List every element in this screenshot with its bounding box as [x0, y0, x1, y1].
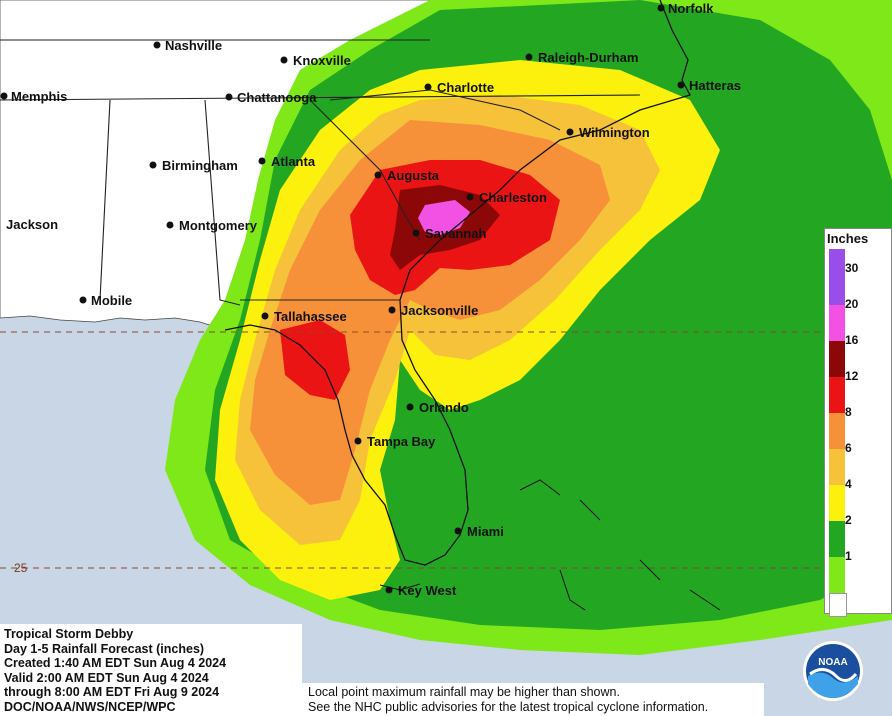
- legend-value-16: 16: [845, 333, 859, 347]
- legend-value-2: 2: [845, 513, 852, 527]
- legend-value-6: 6: [845, 441, 852, 455]
- city-dot-atlanta: [258, 157, 266, 165]
- info-valid: Valid 2:00 AM EDT Sun Aug 4 2024: [4, 670, 209, 685]
- city-label-mobile: Mobile: [91, 293, 132, 308]
- city-label-nashville: Nashville: [165, 38, 222, 53]
- note-box: Local point maximum rainfall may be high…: [302, 683, 764, 716]
- note-line-1: Local point maximum rainfall may be high…: [308, 685, 620, 699]
- city-dot-chattanooga: [225, 93, 233, 101]
- city-dot-orlando: [406, 403, 414, 411]
- city-label-chattanooga: Chattanooga: [237, 90, 317, 105]
- city-dot-hatteras: [677, 81, 685, 89]
- city-label-atlanta: Atlanta: [271, 154, 316, 169]
- noaa-logo-text: NOAA: [818, 657, 847, 668]
- city-dot-wilmington: [566, 128, 574, 136]
- legend-swatch-6: [829, 449, 845, 485]
- legend-swatch-1: [829, 557, 845, 593]
- city-label-knoxville: Knoxville: [293, 53, 351, 68]
- legend-swatch-4: [829, 485, 845, 521]
- city-label-orlando: Orlando: [419, 400, 469, 415]
- city-label-hatteras: Hatteras: [689, 78, 741, 93]
- info-created: Created 1:40 AM EDT Sun Aug 4 2024: [4, 656, 227, 670]
- city-dot-memphis: [0, 92, 8, 100]
- info-product: Day 1-5 Rainfall Forecast (inches): [4, 641, 205, 656]
- city-dot-birmingham: [149, 161, 157, 169]
- legend-swatch-16: [829, 341, 845, 377]
- city-dot-tampa: [354, 437, 362, 445]
- city-dot-montgomery: [166, 221, 174, 229]
- legend-swatch-8: [829, 413, 845, 449]
- city-label-memphis: Memphis: [11, 89, 67, 104]
- legend-title: Inches: [827, 231, 869, 246]
- coastline: [224, 0, 691, 566]
- city-label-tallahassee: Tallahassee: [274, 309, 347, 324]
- info-storm-name: Tropical Storm Debby: [4, 627, 134, 641]
- city-label-birmingham: Birmingham: [162, 158, 238, 173]
- latitude-label: 25: [14, 561, 28, 575]
- legend: Inches 30 20 16 12 8 6 4 2 1: [824, 228, 892, 617]
- city-dot-norfolk: [657, 4, 665, 12]
- city-label-keywest: Key West: [398, 583, 457, 598]
- noaa-logo: NOAA: [803, 641, 863, 701]
- city-dot-knoxville: [280, 56, 288, 64]
- city-label-raleigh: Raleigh-Durham: [538, 50, 638, 65]
- city-dot-miami: [454, 527, 462, 535]
- city-label-montgomery: Montgomery: [179, 218, 258, 233]
- city-label-jacksonville: Jacksonville: [401, 303, 478, 318]
- city-dot-augusta: [374, 171, 382, 179]
- legend-value-30: 30: [845, 261, 859, 275]
- city-label-wilmington: Wilmington: [579, 125, 650, 140]
- city-label-charleston: Charleston: [479, 190, 547, 205]
- city-dot-nashville: [153, 41, 161, 49]
- city-dot-mobile: [79, 296, 87, 304]
- city-label-savannah: Savannah: [425, 226, 486, 241]
- city-label-norfolk: Norfolk: [668, 1, 714, 16]
- city-label-augusta: Augusta: [387, 168, 440, 183]
- city-label-miami: Miami: [467, 524, 504, 539]
- city-dot-savannah: [412, 229, 420, 237]
- legend-value-20: 20: [845, 297, 859, 311]
- note-line-2: See the NHC public advisories for the la…: [308, 700, 709, 714]
- city-dot-charlotte: [424, 83, 432, 91]
- info-through: through 8:00 AM EDT Fri Aug 9 2024: [4, 685, 220, 699]
- legend-swatch-20: [829, 305, 845, 341]
- legend-swatch-30: [829, 269, 845, 305]
- legend-swatch-top: [829, 249, 845, 269]
- city-label-tampa: Tampa Bay: [367, 434, 436, 449]
- legend-swatch-2: [829, 521, 845, 557]
- info-agency: DOC/NOAA/NWS/NCEP/WPC: [4, 699, 176, 714]
- city-label-charlotte: Charlotte: [437, 80, 494, 95]
- city-dot-keywest: [385, 586, 393, 594]
- city-label-jackson: Jackson: [6, 217, 58, 232]
- legend-swatch-12: [829, 377, 845, 413]
- legend-value-1: 1: [845, 549, 852, 563]
- legend-swatch-bottom: [829, 593, 847, 617]
- legend-value-8: 8: [845, 405, 852, 419]
- legend-value-12: 12: [845, 369, 859, 383]
- city-dot-jacksonville: [388, 306, 396, 314]
- info-box: Tropical Storm Debby Day 1-5 Rainfall Fo…: [0, 624, 302, 716]
- city-markers: Norfolk Nashville Knoxville Raleigh-Durh…: [0, 1, 741, 598]
- city-dot-charleston: [466, 193, 474, 201]
- city-dot-tallahassee: [261, 312, 269, 320]
- state-boundaries: [0, 39, 641, 306]
- legend-value-4: 4: [845, 477, 852, 491]
- city-dot-raleigh: [525, 53, 533, 61]
- islands: [379, 479, 721, 611]
